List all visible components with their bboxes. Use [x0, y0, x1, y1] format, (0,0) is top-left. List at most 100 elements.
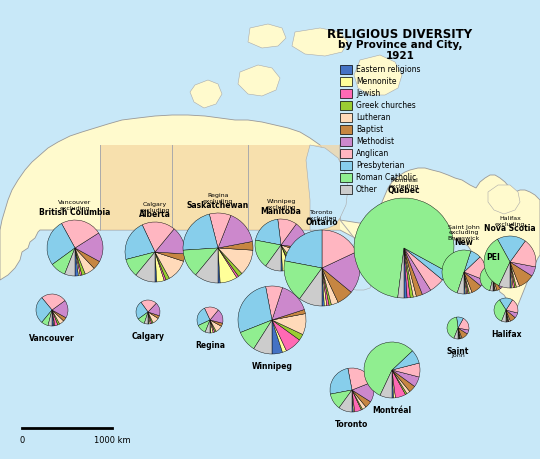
- Text: excluding: excluding: [266, 205, 296, 210]
- Wedge shape: [348, 368, 373, 390]
- Text: 0: 0: [19, 436, 25, 445]
- Text: New: New: [455, 238, 474, 247]
- Text: Regina: Regina: [207, 193, 229, 198]
- Text: John: John: [451, 353, 465, 358]
- Wedge shape: [75, 233, 103, 262]
- Wedge shape: [404, 248, 416, 297]
- Wedge shape: [75, 248, 78, 276]
- Text: 1921: 1921: [386, 51, 414, 61]
- Wedge shape: [148, 312, 150, 324]
- Bar: [340, 185, 352, 194]
- Wedge shape: [210, 320, 213, 333]
- Wedge shape: [136, 302, 148, 319]
- Wedge shape: [500, 298, 512, 310]
- Wedge shape: [210, 320, 216, 332]
- Bar: [340, 89, 352, 98]
- Wedge shape: [404, 248, 410, 298]
- Text: 1000 km: 1000 km: [93, 436, 130, 445]
- Wedge shape: [404, 248, 442, 290]
- Text: Vancouver: Vancouver: [29, 334, 75, 343]
- Text: by Province and City,: by Province and City,: [338, 40, 462, 50]
- Polygon shape: [342, 268, 372, 290]
- Text: Jewish: Jewish: [356, 89, 380, 98]
- Text: Presbyterian: Presbyterian: [356, 161, 404, 170]
- Text: excluding: excluding: [203, 199, 233, 204]
- Wedge shape: [218, 215, 252, 248]
- Wedge shape: [392, 370, 415, 392]
- Wedge shape: [352, 390, 362, 410]
- Wedge shape: [255, 240, 281, 266]
- Wedge shape: [506, 310, 507, 322]
- Wedge shape: [36, 298, 52, 322]
- Wedge shape: [205, 320, 210, 333]
- Wedge shape: [272, 320, 282, 354]
- Wedge shape: [499, 262, 510, 288]
- Wedge shape: [464, 251, 480, 272]
- Wedge shape: [218, 248, 242, 276]
- Wedge shape: [47, 224, 75, 264]
- Wedge shape: [464, 272, 468, 294]
- Wedge shape: [458, 328, 461, 339]
- Wedge shape: [458, 328, 460, 339]
- Polygon shape: [488, 185, 520, 214]
- Wedge shape: [352, 390, 353, 412]
- Wedge shape: [148, 312, 153, 324]
- Wedge shape: [210, 310, 223, 323]
- Wedge shape: [218, 248, 237, 283]
- Wedge shape: [285, 230, 322, 268]
- Wedge shape: [52, 310, 54, 326]
- Wedge shape: [52, 310, 66, 321]
- Wedge shape: [255, 219, 281, 245]
- Bar: [340, 137, 352, 146]
- Wedge shape: [281, 245, 307, 253]
- Text: excluding: excluding: [140, 208, 170, 213]
- Wedge shape: [493, 278, 497, 291]
- Wedge shape: [218, 241, 253, 250]
- Text: Nova Scotia: Nova Scotia: [484, 224, 536, 233]
- Text: Québec: Québec: [388, 186, 420, 196]
- Wedge shape: [464, 272, 481, 292]
- Text: Halifax: Halifax: [491, 330, 521, 339]
- Wedge shape: [322, 268, 332, 305]
- Wedge shape: [464, 272, 469, 294]
- Wedge shape: [322, 230, 356, 268]
- Wedge shape: [510, 262, 511, 288]
- Wedge shape: [126, 252, 155, 275]
- Text: Other: Other: [356, 185, 378, 194]
- Wedge shape: [136, 252, 155, 282]
- Wedge shape: [506, 310, 508, 322]
- Wedge shape: [506, 310, 515, 321]
- Wedge shape: [125, 225, 155, 259]
- Bar: [340, 173, 352, 182]
- Text: Saskatchewan: Saskatchewan: [187, 202, 249, 210]
- Wedge shape: [148, 312, 152, 324]
- Text: Eastern religions: Eastern religions: [356, 65, 421, 74]
- Wedge shape: [52, 310, 64, 324]
- Wedge shape: [65, 248, 75, 276]
- Wedge shape: [494, 300, 506, 321]
- Wedge shape: [144, 312, 148, 324]
- Wedge shape: [75, 248, 80, 276]
- Text: Toronto: Toronto: [310, 210, 334, 215]
- Text: Calgary: Calgary: [132, 332, 165, 341]
- Wedge shape: [75, 248, 99, 269]
- Wedge shape: [506, 310, 509, 322]
- Text: Toronto: Toronto: [335, 420, 369, 429]
- Wedge shape: [322, 252, 360, 292]
- Wedge shape: [454, 328, 458, 339]
- Wedge shape: [138, 312, 148, 324]
- Wedge shape: [210, 320, 215, 333]
- Bar: [340, 149, 352, 158]
- Wedge shape: [352, 382, 374, 402]
- Wedge shape: [52, 310, 55, 326]
- Polygon shape: [100, 145, 340, 230]
- Wedge shape: [240, 320, 272, 349]
- Wedge shape: [155, 229, 185, 254]
- Wedge shape: [404, 248, 431, 295]
- Wedge shape: [464, 272, 465, 294]
- Wedge shape: [510, 262, 536, 276]
- Wedge shape: [458, 328, 460, 339]
- Wedge shape: [322, 268, 327, 306]
- Wedge shape: [493, 265, 505, 278]
- Wedge shape: [272, 320, 287, 353]
